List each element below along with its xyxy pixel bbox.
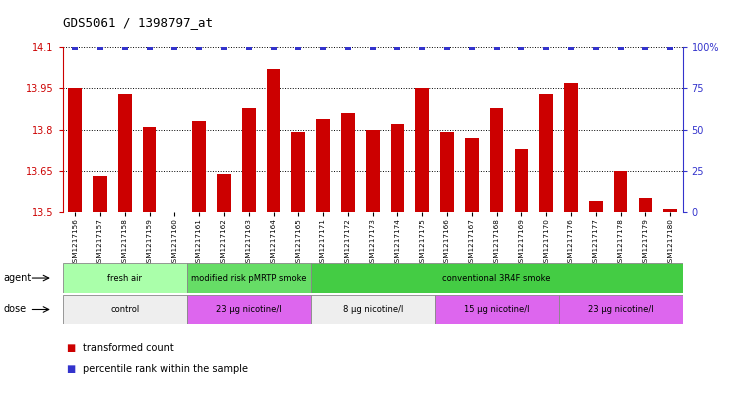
- Bar: [589, 201, 603, 212]
- Bar: [311, 295, 435, 324]
- Point: [416, 44, 428, 50]
- Text: control: control: [110, 305, 139, 314]
- Text: percentile rank within the sample: percentile rank within the sample: [83, 364, 248, 375]
- Bar: [614, 171, 627, 212]
- Text: fresh air: fresh air: [107, 274, 142, 283]
- Bar: [390, 124, 404, 212]
- Text: transformed count: transformed count: [83, 343, 173, 353]
- Text: 23 μg nicotine/l: 23 μg nicotine/l: [216, 305, 281, 314]
- Bar: [63, 295, 187, 324]
- Point: [615, 44, 627, 50]
- Text: 23 μg nicotine/l: 23 μg nicotine/l: [588, 305, 653, 314]
- Point: [317, 44, 329, 50]
- Bar: [317, 119, 330, 212]
- Bar: [415, 88, 429, 212]
- Bar: [559, 295, 683, 324]
- Point: [94, 44, 106, 50]
- Point: [119, 44, 131, 50]
- Point: [342, 44, 354, 50]
- Bar: [242, 108, 255, 212]
- Point: [392, 44, 404, 50]
- Bar: [187, 263, 311, 293]
- Text: agent: agent: [4, 273, 32, 283]
- Point: [640, 44, 652, 50]
- Point: [664, 44, 676, 50]
- Point: [491, 44, 503, 50]
- Point: [292, 44, 304, 50]
- Point: [268, 44, 280, 50]
- Point: [540, 44, 552, 50]
- Bar: [142, 127, 156, 212]
- Bar: [266, 69, 280, 212]
- Point: [590, 44, 601, 50]
- Bar: [565, 83, 578, 212]
- Text: GDS5061 / 1398797_at: GDS5061 / 1398797_at: [63, 16, 213, 29]
- Bar: [435, 295, 559, 324]
- Bar: [663, 209, 677, 212]
- Point: [144, 44, 156, 50]
- Bar: [193, 121, 206, 212]
- Bar: [69, 88, 82, 212]
- Text: conventional 3R4F smoke: conventional 3R4F smoke: [442, 274, 551, 283]
- Point: [69, 44, 81, 50]
- Bar: [441, 132, 454, 212]
- Bar: [514, 149, 528, 212]
- Bar: [118, 94, 131, 212]
- Bar: [638, 198, 652, 212]
- Text: modified risk pMRTP smoke: modified risk pMRTP smoke: [191, 274, 306, 283]
- Point: [565, 44, 577, 50]
- Bar: [292, 132, 305, 212]
- Point: [516, 44, 528, 50]
- Point: [466, 44, 477, 50]
- Bar: [187, 295, 311, 324]
- Bar: [311, 263, 683, 293]
- Bar: [465, 138, 479, 212]
- Bar: [63, 263, 187, 293]
- Bar: [490, 108, 503, 212]
- Point: [367, 44, 379, 50]
- Text: dose: dose: [4, 305, 27, 314]
- Text: ■: ■: [66, 343, 76, 353]
- Bar: [366, 130, 379, 212]
- Bar: [93, 176, 107, 212]
- Bar: [217, 174, 231, 212]
- Point: [441, 44, 453, 50]
- Text: 8 μg nicotine/l: 8 μg nicotine/l: [342, 305, 403, 314]
- Point: [193, 44, 205, 50]
- Point: [243, 44, 255, 50]
- Bar: [341, 113, 355, 212]
- Text: 15 μg nicotine/l: 15 μg nicotine/l: [464, 305, 529, 314]
- Text: ■: ■: [66, 364, 76, 375]
- Bar: [539, 94, 553, 212]
- Point: [218, 44, 230, 50]
- Point: [168, 44, 180, 50]
